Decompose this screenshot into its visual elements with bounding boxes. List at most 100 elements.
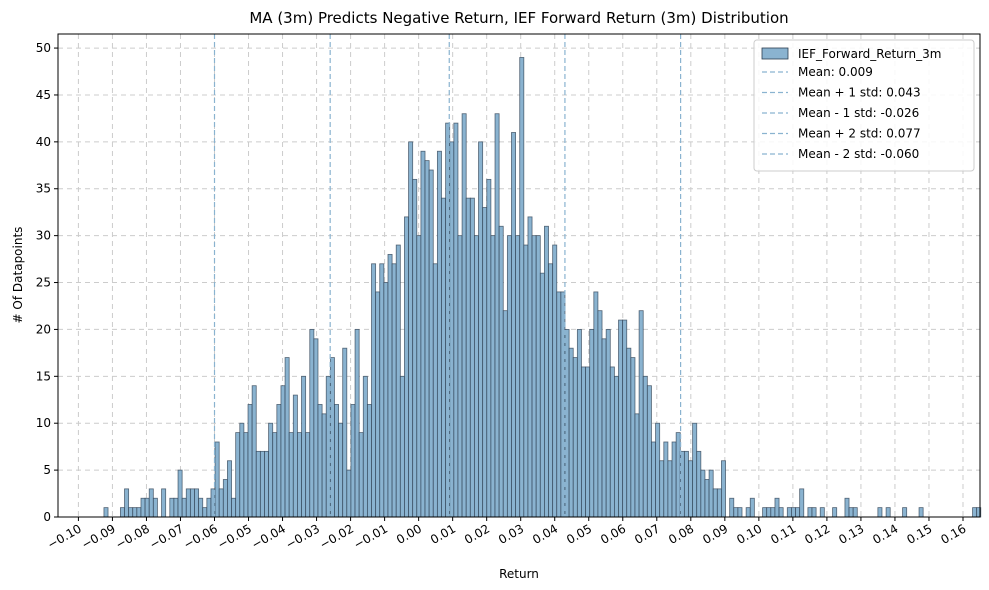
histogram-bar xyxy=(334,404,339,518)
legend-label-stat: Mean + 1 std: 0.043 xyxy=(798,86,921,100)
histogram-bar xyxy=(358,432,364,518)
legend-label-stat: Mean + 2 std: 0.077 xyxy=(798,127,921,141)
histogram-bar xyxy=(708,469,714,518)
histogram-bar xyxy=(774,497,780,518)
histogram-bar xyxy=(453,122,459,518)
histogram-bar xyxy=(572,357,578,518)
histogram-bar xyxy=(177,469,183,518)
histogram-bar xyxy=(651,441,656,518)
histogram-bar xyxy=(544,225,549,518)
histogram-bar xyxy=(733,507,739,518)
histogram-bar xyxy=(338,422,344,518)
histogram-bar xyxy=(408,141,414,518)
histogram-bar xyxy=(539,272,545,518)
histogram-bar xyxy=(688,460,694,518)
histogram-bar xyxy=(362,375,368,518)
histogram-bar xyxy=(379,263,385,518)
histogram-bar xyxy=(576,329,582,518)
histogram-bar xyxy=(478,141,484,518)
histogram-bar xyxy=(350,404,356,518)
histogram-bars xyxy=(103,57,982,518)
histogram-bar xyxy=(346,469,352,518)
histogram-bar xyxy=(704,479,710,518)
x-axis-label: Return xyxy=(499,567,539,581)
histogram-bar xyxy=(490,235,496,518)
histogram-bar xyxy=(103,507,109,518)
histogram-bar xyxy=(305,432,311,518)
histogram-bar xyxy=(745,507,751,518)
histogram-bar xyxy=(692,422,698,518)
histogram-bar xyxy=(568,347,574,518)
y-axis-ticks: 0 5 10 15 20 25 30 35 40 45 50 xyxy=(36,41,58,524)
histogram-bar xyxy=(626,347,632,518)
histogram-bar xyxy=(152,497,158,518)
histogram-bar xyxy=(206,497,212,518)
y-tick-label: 15 xyxy=(36,369,51,383)
y-tick-label: 5 xyxy=(43,463,51,477)
histogram-bar xyxy=(667,460,673,518)
histogram-bar xyxy=(375,291,381,518)
histogram-bar xyxy=(247,404,253,518)
legend-label-stat: Mean - 1 std: -0.026 xyxy=(798,106,919,120)
legend-bar-swatch xyxy=(761,47,789,60)
histogram-bar xyxy=(189,488,195,518)
histogram-bar xyxy=(762,507,768,518)
histogram-bar xyxy=(791,507,796,518)
histogram-bar xyxy=(766,507,772,518)
histogram-bar xyxy=(227,460,232,518)
histogram-bar xyxy=(342,347,348,518)
histogram-bar xyxy=(778,507,784,518)
histogram-bar xyxy=(770,507,776,518)
histogram-bar xyxy=(432,263,438,518)
histogram-bar xyxy=(749,497,755,518)
histogram-bar xyxy=(222,479,228,518)
histogram-bar xyxy=(128,507,134,518)
histogram-bar xyxy=(585,366,591,518)
legend-label-stat: Mean: 0.009 xyxy=(798,65,873,79)
histogram-bar xyxy=(231,497,237,518)
histogram-bar xyxy=(313,338,319,518)
histogram-bar xyxy=(877,507,883,518)
histogram-bar xyxy=(683,450,689,518)
histogram-bar xyxy=(642,375,648,518)
histogram-bar xyxy=(700,469,706,518)
histogram-bar xyxy=(259,450,265,518)
histogram-bar xyxy=(515,235,521,518)
histogram-bar xyxy=(712,488,718,518)
histogram-bar xyxy=(297,432,302,518)
histogram-bar xyxy=(416,235,422,518)
histogram-bar xyxy=(371,263,377,518)
histogram-bar xyxy=(535,235,541,518)
histogram-bar xyxy=(441,197,447,518)
histogram-bar xyxy=(317,404,323,518)
histogram-bar xyxy=(276,404,282,518)
histogram-bar xyxy=(218,488,224,518)
histogram-bar xyxy=(474,235,479,518)
histogram-bar xyxy=(630,357,636,518)
histogram-bar xyxy=(564,329,570,518)
histogram-bar xyxy=(329,357,335,518)
histogram-bar xyxy=(848,507,854,518)
y-tick-label: 30 xyxy=(36,229,51,243)
histogram-bar xyxy=(284,357,290,518)
histogram-bar xyxy=(194,488,200,518)
plot-frame xyxy=(57,33,981,518)
histogram-bar xyxy=(552,244,558,518)
histogram-bar xyxy=(399,375,405,518)
histogram-bar xyxy=(885,507,891,518)
histogram-bar xyxy=(309,329,315,518)
histogram-bar xyxy=(581,366,586,518)
histogram-bar xyxy=(404,216,409,518)
histogram-bar xyxy=(243,432,249,518)
y-tick-label: 50 xyxy=(36,41,51,55)
histogram-bar xyxy=(280,385,286,518)
histogram-bar xyxy=(469,197,475,518)
histogram-bar xyxy=(288,432,294,518)
histogram-bar xyxy=(264,450,269,518)
histogram-bar xyxy=(461,113,467,518)
histogram-bar xyxy=(506,235,512,518)
histogram-bar xyxy=(638,310,644,518)
histogram-bar xyxy=(161,488,167,518)
histogram-bar xyxy=(618,319,624,518)
